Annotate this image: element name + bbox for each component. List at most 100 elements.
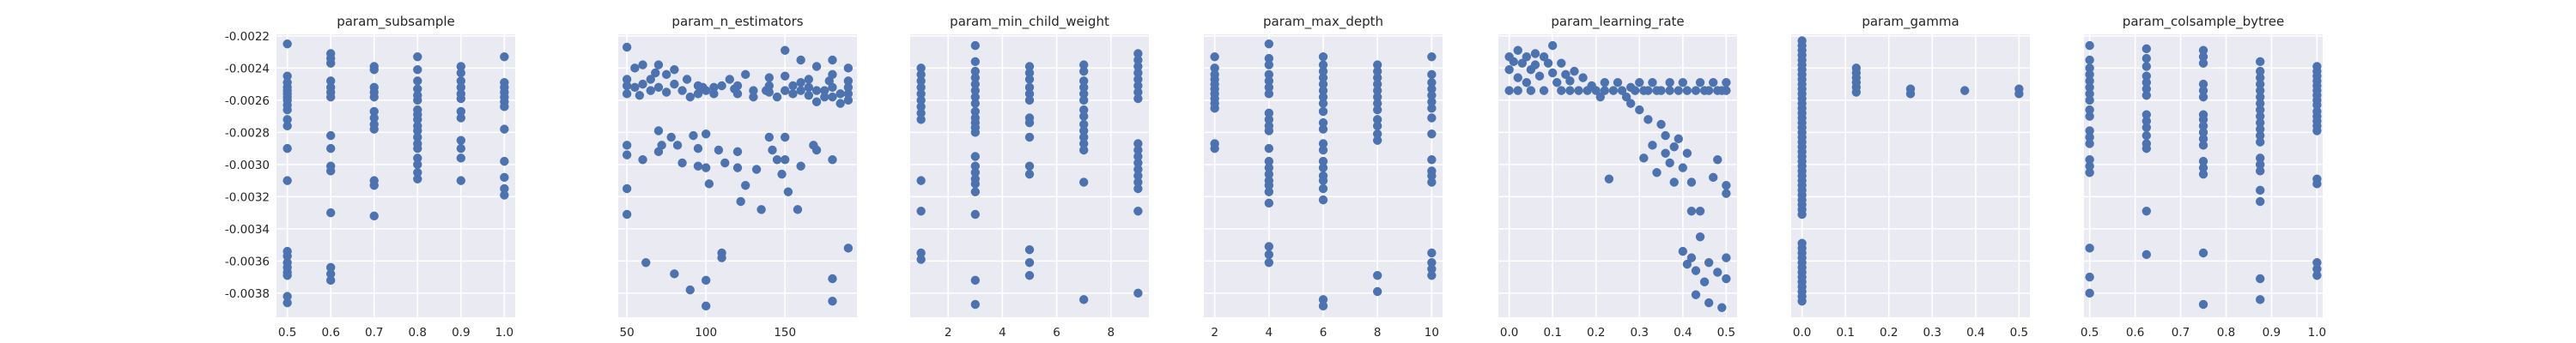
y-tick-label: -0.0028 bbox=[225, 126, 270, 140]
data-point bbox=[732, 89, 743, 99]
data-point bbox=[828, 274, 837, 284]
data-point bbox=[2255, 295, 2265, 304]
data-point bbox=[1264, 181, 1274, 190]
data-point bbox=[2085, 95, 2094, 105]
data-point bbox=[1078, 132, 1089, 142]
data-point bbox=[783, 187, 793, 196]
data-point bbox=[1635, 105, 1644, 115]
data-point bbox=[1595, 92, 1605, 102]
data-point bbox=[689, 130, 698, 141]
data-point bbox=[2085, 126, 2094, 135]
data-point bbox=[1318, 124, 1328, 134]
data-point bbox=[835, 99, 845, 108]
data-point bbox=[1713, 268, 1722, 277]
data-point bbox=[2255, 79, 2265, 89]
data-point bbox=[1078, 60, 1089, 69]
data-point bbox=[788, 81, 798, 91]
data-point bbox=[2085, 155, 2094, 165]
data-point bbox=[970, 187, 981, 196]
data-point bbox=[1427, 78, 1437, 87]
data-point bbox=[630, 82, 640, 93]
data-point bbox=[764, 73, 775, 82]
data-point bbox=[1024, 161, 1035, 171]
data-point bbox=[325, 143, 336, 153]
data-point bbox=[1797, 297, 1807, 306]
data-point bbox=[1133, 49, 1143, 58]
data-point bbox=[2085, 63, 2094, 73]
data-point bbox=[1372, 79, 1382, 89]
data-point bbox=[1547, 68, 1558, 78]
data-point bbox=[1024, 95, 1035, 105]
data-point bbox=[1504, 86, 1514, 95]
data-point bbox=[456, 62, 466, 71]
data-point bbox=[651, 68, 660, 78]
data-point bbox=[1513, 73, 1522, 82]
data-point bbox=[741, 69, 750, 80]
data-point bbox=[1264, 60, 1274, 69]
data-point bbox=[456, 135, 466, 145]
x-tick-label: 0.0 bbox=[1500, 326, 1518, 340]
data-point bbox=[2312, 100, 2322, 110]
data-point bbox=[1318, 73, 1328, 82]
data-point bbox=[2255, 274, 2265, 284]
chart-panel-5: 0.0 0.1 0.2 0.3 0.4 0.5 param_learning_rate bbox=[1498, 14, 1737, 340]
data-point bbox=[500, 156, 509, 166]
data-point bbox=[1024, 245, 1035, 255]
data-point bbox=[1210, 52, 1219, 62]
data-point bbox=[325, 275, 336, 286]
data-point bbox=[1656, 119, 1666, 129]
data-point bbox=[1133, 87, 1143, 97]
data-point bbox=[661, 69, 671, 80]
data-point bbox=[2198, 141, 2208, 150]
data-point bbox=[777, 169, 787, 179]
data-point bbox=[2085, 89, 2094, 99]
data-point bbox=[751, 165, 762, 174]
data-point bbox=[970, 299, 981, 310]
data-point bbox=[1078, 111, 1089, 121]
data-point bbox=[796, 86, 805, 95]
data-point bbox=[1617, 86, 1627, 95]
data-point bbox=[661, 87, 671, 97]
data-point bbox=[1722, 189, 1731, 198]
data-point bbox=[2142, 143, 2152, 153]
data-point bbox=[1427, 264, 1437, 274]
data-point bbox=[1534, 71, 1545, 81]
data-point bbox=[970, 209, 981, 220]
x-tick-label: 0.9 bbox=[452, 326, 470, 340]
data-point bbox=[1264, 169, 1274, 179]
data-point bbox=[1427, 97, 1437, 106]
data-point bbox=[970, 152, 981, 161]
data-point bbox=[1264, 258, 1274, 268]
data-point bbox=[413, 159, 422, 170]
data-point bbox=[369, 92, 379, 102]
data-point bbox=[1427, 52, 1437, 62]
data-point bbox=[1561, 69, 1571, 80]
data-point bbox=[811, 97, 822, 106]
data-point bbox=[1372, 271, 1382, 280]
data-point bbox=[325, 262, 336, 273]
data-point bbox=[1695, 78, 1705, 87]
data-point bbox=[1959, 86, 1970, 95]
data-point bbox=[1318, 195, 1328, 205]
data-point bbox=[1372, 60, 1382, 69]
x-tick-label: 0.5 bbox=[1717, 326, 1735, 340]
data-point bbox=[1078, 95, 1089, 105]
data-point bbox=[1600, 78, 1610, 87]
data-point bbox=[1709, 78, 1718, 87]
data-point bbox=[1578, 73, 1588, 82]
data-point bbox=[1635, 78, 1644, 87]
data-point bbox=[970, 57, 981, 67]
data-point bbox=[369, 106, 379, 117]
data-point bbox=[916, 207, 926, 216]
x-tick-label: 0.8 bbox=[2217, 326, 2235, 340]
data-point bbox=[970, 128, 981, 137]
data-point bbox=[666, 132, 676, 142]
data-point bbox=[1024, 89, 1035, 99]
data-point bbox=[283, 143, 292, 153]
data-point bbox=[1661, 148, 1670, 158]
data-point bbox=[1024, 117, 1035, 128]
plot-area bbox=[276, 34, 515, 317]
data-point bbox=[732, 147, 743, 157]
data-point bbox=[2085, 111, 2094, 121]
data-point bbox=[1318, 163, 1328, 172]
